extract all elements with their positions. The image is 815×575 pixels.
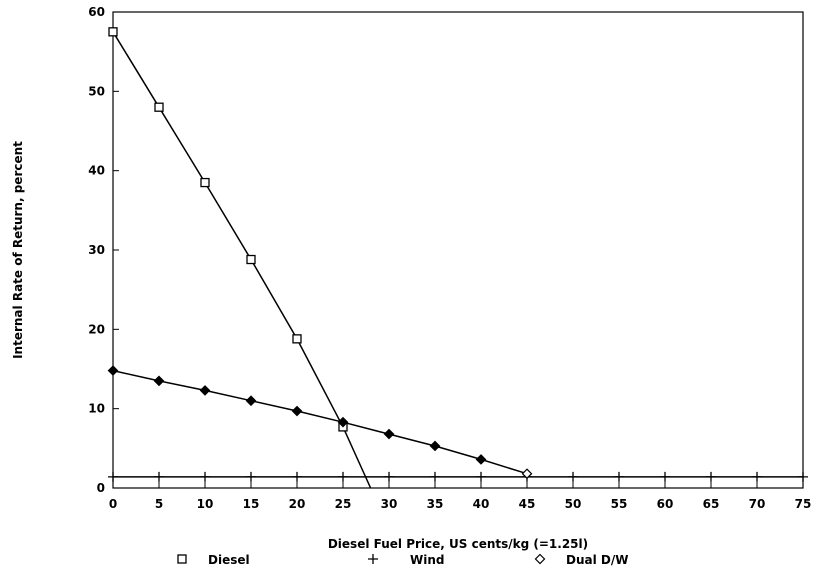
data-point-dual-d-w (521, 468, 533, 480)
data-point-dual-d-w (337, 416, 349, 428)
data-point-wind (338, 471, 348, 482)
data-point-wind (798, 471, 808, 482)
x-tick-label: 35 (427, 497, 444, 511)
data-point-dual-d-w (383, 428, 395, 440)
data-point-dual-d-w (199, 385, 211, 396)
data-point-wind (292, 471, 302, 482)
data-point-wind (706, 471, 716, 482)
y-tick-label: 40 (88, 164, 105, 178)
x-tick-label: 70 (749, 497, 766, 511)
series-lines (112, 31, 803, 489)
legend-marker-dual-d-w (534, 553, 546, 565)
data-point-dual-d-w (245, 395, 257, 407)
data-point-wind (476, 471, 486, 482)
data-point-dual-d-w (475, 454, 487, 465)
data-point-wind (154, 471, 164, 482)
legend-label-dual-d-w: Dual D/W (566, 553, 628, 567)
plot-frame (112, 11, 804, 489)
x-tick-label: 10 (197, 497, 214, 511)
data-point-dual-d-w (429, 440, 441, 452)
legend-label-diesel: Diesel (208, 553, 250, 567)
data-point-diesel (292, 334, 302, 344)
legend-marker-wind (368, 554, 378, 564)
y-tick-label: 30 (88, 243, 105, 257)
data-point-dual-d-w (107, 365, 119, 376)
x-tick-label: 0 (109, 497, 117, 511)
x-tick-label: 55 (611, 497, 628, 511)
data-point-diesel (200, 177, 210, 188)
x-axis-title: Diesel Fuel Price, US cents/kg (=1.25l) (328, 537, 588, 551)
data-point-wind (752, 471, 762, 482)
y-axis-title: Internal Rate of Return, percent (11, 141, 25, 359)
data-point-diesel (246, 254, 256, 265)
data-point-diesel (108, 27, 118, 37)
data-point-wind (384, 471, 394, 482)
legend-label-wind: Wind (410, 553, 444, 567)
x-tick-label: 65 (703, 497, 720, 511)
data-point-diesel (154, 102, 164, 112)
legend-marker-diesel (177, 554, 187, 564)
legend: Diesel Wind Dual D/W (177, 553, 628, 567)
series-markers (107, 27, 808, 482)
x-tick-label: 20 (289, 497, 306, 511)
y-axis-ticks: 0 10 20 30 40 50 60 (88, 5, 119, 495)
x-tick-label: 45 (519, 497, 536, 511)
y-tick-label: 20 (88, 322, 105, 336)
data-point-wind (660, 471, 670, 482)
x-tick-label: 50 (565, 497, 582, 511)
x-tick-label: 75 (795, 497, 812, 511)
data-point-wind (614, 471, 624, 482)
x-tick-label: 40 (473, 497, 490, 511)
data-point-dual-d-w (153, 375, 165, 387)
x-tick-label: 15 (243, 497, 260, 511)
x-tick-label: 30 (381, 497, 398, 511)
x-tick-label: 5 (155, 497, 163, 511)
y-tick-label: 10 (88, 402, 105, 416)
data-point-wind (200, 471, 210, 482)
series-line-dual-d-w (112, 369, 528, 475)
x-tick-label: 60 (657, 497, 674, 511)
data-point-wind (108, 471, 118, 482)
data-point-wind (568, 471, 578, 482)
data-point-dual-d-w (291, 405, 303, 417)
data-point-wind (430, 471, 440, 482)
x-tick-label: 25 (335, 497, 352, 511)
y-tick-label: 60 (88, 5, 105, 19)
y-tick-label: 50 (88, 84, 105, 98)
y-tick-label: 0 (97, 481, 105, 495)
x-axis-ticks: 0 5 10 15 20 25 30 35 40 45 50 55 60 65 70 75 (109, 482, 812, 511)
data-point-wind (246, 471, 256, 482)
